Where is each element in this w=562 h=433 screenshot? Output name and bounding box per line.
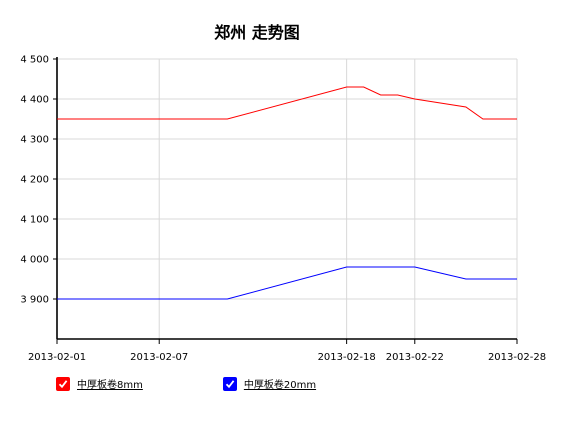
series-line-0 bbox=[57, 86, 517, 120]
x-tick-label: 2013-02-18 bbox=[318, 352, 376, 363]
series-lines bbox=[57, 86, 517, 300]
checkbox-checked-icon[interactable] bbox=[222, 376, 237, 391]
y-tick-label: 3 900 bbox=[20, 295, 49, 306]
x-tick-label: 2013-02-01 bbox=[28, 352, 86, 363]
y-axis-ticks: 3 900 4 000 4 100 4 200 4 300 4 400 4 500 bbox=[20, 55, 57, 306]
y-tick-label: 4 100 bbox=[20, 215, 49, 226]
legend-label-8mm: 中厚板卷8mm bbox=[77, 380, 143, 391]
y-tick-label: 4 400 bbox=[20, 95, 49, 106]
checkbox-checked-icon[interactable] bbox=[56, 376, 70, 391]
legend-label-20mm: 中厚板卷20mm bbox=[243, 380, 317, 391]
chart-title: 郑州 走势图 bbox=[214, 23, 300, 42]
y-tick-label: 4 000 bbox=[20, 255, 49, 266]
x-tick-label: 2013-02-22 bbox=[386, 352, 444, 363]
x-tick-label: 2013-02-07 bbox=[130, 352, 188, 363]
y-tick-label: 4 300 bbox=[20, 135, 49, 146]
x-tick-label: 2013-02-28 bbox=[488, 352, 546, 363]
grid-lines bbox=[56, 58, 518, 339]
x-axis-ticks: 2013-02-01 2013-02-07 2013-02-18 2013-02-22… bbox=[28, 339, 546, 363]
axes bbox=[56, 57, 517, 340]
legend-item-20mm[interactable]: 中厚板卷20mm bbox=[222, 376, 317, 391]
y-tick-label: 4 200 bbox=[20, 175, 49, 186]
y-tick-label: 4 500 bbox=[20, 55, 49, 66]
legend-item-8mm[interactable]: 中厚板卷8mm bbox=[56, 376, 143, 391]
series-line-1 bbox=[57, 266, 517, 300]
legend: 中厚板卷8mm 中厚板卷20mm bbox=[56, 376, 316, 391]
